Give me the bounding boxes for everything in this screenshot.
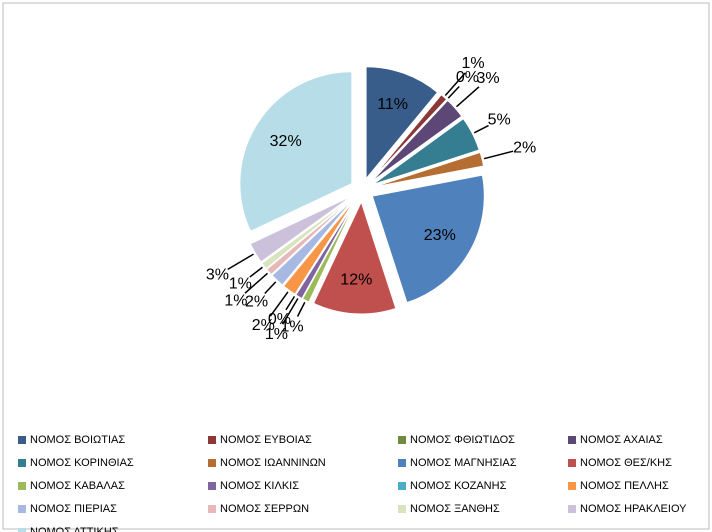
legend-label: ΝΟΜΟΣ ΦΘΙΩΤΙΔΟΣ <box>410 434 515 446</box>
data-label: 1% <box>265 326 288 343</box>
leader-line <box>264 281 277 295</box>
data-label: 0% <box>268 311 291 328</box>
legend-swatch <box>208 436 216 444</box>
data-label: 1% <box>229 276 252 293</box>
legend-label: ΝΟΜΟΣ ΞΑΝΘΗΣ <box>410 503 500 515</box>
data-label: 12% <box>340 271 372 288</box>
legend-swatch <box>568 459 576 467</box>
pie-slice <box>370 99 463 183</box>
leader-line <box>244 272 268 294</box>
pie-slice <box>371 174 485 304</box>
data-label: 2% <box>513 139 536 156</box>
leader-line <box>444 72 466 96</box>
legend-label: ΝΟΜΟΣ ΗΡΑΚΛΕΙΟΥ <box>580 503 687 515</box>
leader-line <box>447 85 460 99</box>
legend-swatch <box>398 482 406 490</box>
pie-slice <box>249 195 352 263</box>
legend-label: ΝΟΜΟΣ ΘΕΣ/ΚΗΣ <box>580 457 672 469</box>
legend-label: ΝΟΜΟΣ ΜΑΓΝΗΣΙΑΣ <box>410 457 517 469</box>
data-label: 0% <box>456 69 479 86</box>
legend-label: ΝΟΜΟΣ ΑΤΤΙΚΗΣ <box>30 526 119 532</box>
legend-label: ΝΟΜΟΣ ΙΩΑΝΝΙΝΩΝ <box>220 457 326 469</box>
data-label: 1% <box>224 292 247 309</box>
legend-label: ΝΟΜΟΣ ΚΙΛΚΙΣ <box>220 480 299 492</box>
legend-swatch <box>208 459 216 467</box>
pie-slice <box>271 198 355 286</box>
legend-swatch <box>18 436 26 444</box>
leader-line <box>483 150 514 160</box>
legend-swatch <box>398 436 406 444</box>
legend-swatch <box>568 436 576 444</box>
leader-line <box>456 86 480 108</box>
data-label: 2% <box>245 293 268 310</box>
legend-swatch <box>18 459 26 467</box>
pie-slice <box>365 66 439 181</box>
pie-slice <box>261 196 353 270</box>
data-label: 3% <box>476 70 499 87</box>
pie-slice <box>239 71 353 232</box>
legend-swatch <box>568 505 576 513</box>
pie-slice <box>265 197 354 276</box>
legend-swatch <box>568 482 576 490</box>
pie-slice <box>282 199 356 295</box>
legend-swatch <box>18 528 26 532</box>
legend-label: ΝΟΜΟΣ ΚΑΒΑΛΑΣ <box>30 480 125 492</box>
leader-line <box>473 124 489 134</box>
data-label: 5% <box>488 111 511 128</box>
pie-slice <box>301 200 358 303</box>
data-label: 23% <box>424 227 456 244</box>
legend-label: ΝΟΜΟΣ ΠΕΛΛΗΣ <box>580 480 669 492</box>
pie-slice <box>372 118 480 186</box>
legend-label: ΝΟΜΟΣ ΚΟΡΙΝΘΙΑΣ <box>30 457 134 469</box>
data-label: 1% <box>281 318 304 335</box>
data-label: 2% <box>252 317 275 334</box>
legend-swatch <box>208 505 216 513</box>
legend-swatch <box>18 482 26 490</box>
leader-line <box>227 253 254 271</box>
data-label: 1% <box>462 55 485 72</box>
legend-swatch <box>398 459 406 467</box>
legend-label: ΝΟΜΟΣ ΠΙΕΡΙΑΣ <box>30 503 117 515</box>
leader-line <box>296 301 306 317</box>
leader-line <box>281 298 299 325</box>
leader-line <box>249 266 263 278</box>
data-label: 11% <box>377 96 408 113</box>
legend-label: ΝΟΜΟΣ ΑΧΑΙΑΣ <box>580 434 663 446</box>
data-label: 32% <box>270 133 302 150</box>
legend-swatch <box>18 505 26 513</box>
legend-label: ΝΟΜΟΣ ΒΟΙΩΤΙΑΣ <box>30 434 125 446</box>
pie-slice <box>373 151 485 188</box>
legend-label: ΝΟΜΟΣ ΚΟΖΑΝΗΣ <box>410 480 507 492</box>
leader-line <box>285 295 296 311</box>
legend-label: ΝΟΜΟΣ ΕΥΒΟΙΑΣ <box>220 434 312 446</box>
legend-label: ΝΟΜΟΣ ΣΕΡΡΩΝ <box>220 503 309 515</box>
pie-slice <box>312 200 397 315</box>
legend-swatch <box>208 482 216 490</box>
leader-line <box>269 291 289 317</box>
legend-swatch <box>398 505 406 513</box>
data-label: 3% <box>206 267 229 284</box>
